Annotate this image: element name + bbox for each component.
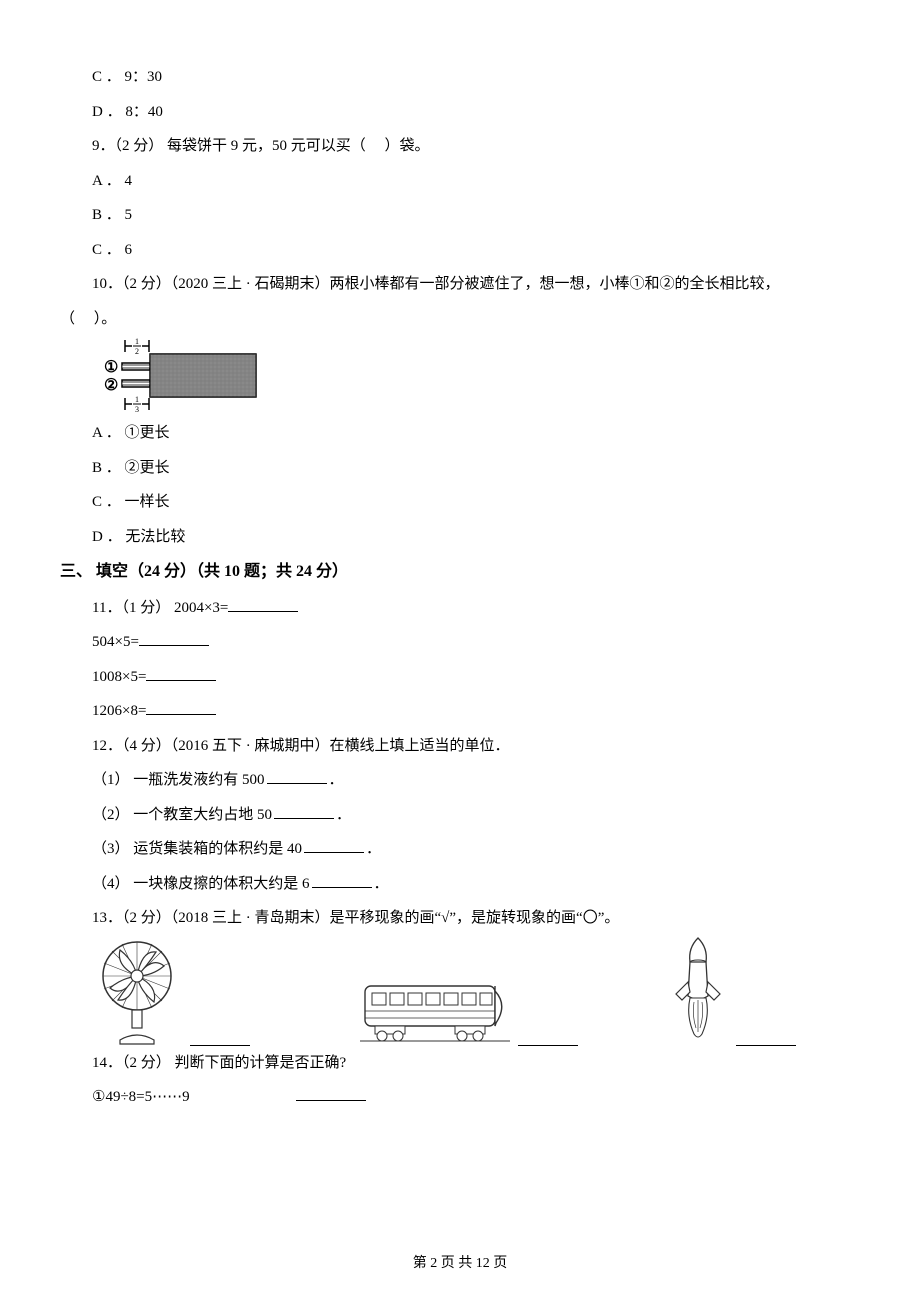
svg-text:3: 3 xyxy=(135,405,139,414)
q10-option-a: A ． ①更长 xyxy=(60,416,850,451)
q9-text: 9．（2 分） 每袋饼干 9 元，50 元可以买（ ）袋。 xyxy=(60,129,850,164)
rocket-icon xyxy=(668,936,728,1046)
fan-icon xyxy=(92,936,182,1046)
q11-blank-3[interactable] xyxy=(146,665,216,681)
q11-blank-1[interactable] xyxy=(228,596,298,612)
svg-text:2: 2 xyxy=(135,347,139,356)
q12-item2: （2） 一个教室大约占地 50 ． xyxy=(60,798,850,833)
q10-option-b: B ． ②更长 xyxy=(60,451,850,486)
q14-blank-1[interactable] xyxy=(296,1085,366,1101)
q12-i1-a: （1） 一瓶洗发液约有 500 xyxy=(92,772,265,788)
q9-option-a: A ． 4 xyxy=(60,164,850,199)
page-number: 第 2 页 共 12 页 xyxy=(0,1248,920,1280)
q11-line1-text: 11．（1 分） 2004×3= xyxy=(92,600,228,616)
q10-figure: 1 2 ① ② 1 3 xyxy=(92,336,850,416)
q10-option-d: D ． 无法比较 xyxy=(60,520,850,555)
q12-i3-a: （3） 运货集装箱的体积约是 40 xyxy=(92,841,302,857)
q12-i4-a: （4） 一块橡皮擦的体积大约是 6 xyxy=(92,876,310,892)
q12-blank-2[interactable] xyxy=(274,803,334,819)
q12-blank-1[interactable] xyxy=(267,768,327,784)
q14-eq: ①49÷8=5⋯⋯9 xyxy=(92,1080,292,1115)
q11-blank-2[interactable] xyxy=(139,630,209,646)
q12-i2-b: ． xyxy=(336,807,351,823)
svg-text:①: ① xyxy=(104,359,118,376)
q12-i2-a: （2） 一个教室大约占地 50 xyxy=(92,807,272,823)
q13-blank-3[interactable] xyxy=(736,1030,796,1046)
q13-blank-1[interactable] xyxy=(190,1030,250,1046)
q11-line2-text: 504×5= xyxy=(92,634,139,650)
q11-line2: 504×5= xyxy=(60,625,850,660)
q13-blank-2[interactable] xyxy=(518,1030,578,1046)
q12-i1-b: ． xyxy=(329,772,344,788)
q10-text-line1: 10．（2 分）（2020 三上 · 石碣期末）两根小棒都有一部分被遮住了，想一… xyxy=(60,267,850,302)
q12-i3-b: ． xyxy=(366,841,381,857)
q-prev-option-c: C ． 9：30 xyxy=(60,60,850,95)
q9-option-b: B ． 5 xyxy=(60,198,850,233)
q12-item4: （4） 一块橡皮擦的体积大约是 6 ． xyxy=(60,867,850,902)
q12-item3: （3） 运货集装箱的体积约是 40 ． xyxy=(60,832,850,867)
train-icon xyxy=(360,971,510,1046)
q11-line1: 11．（1 分） 2004×3= xyxy=(60,591,850,626)
q12-i4-b: ． xyxy=(374,876,389,892)
q12-blank-4[interactable] xyxy=(312,872,372,888)
q12-item1: （1） 一瓶洗发液约有 500 ． xyxy=(60,763,850,798)
q11-line3: 1008×5= xyxy=(60,660,850,695)
q12-header: 12．（4 分）（2016 五下 · 麻城期中）在横线上填上适当的单位． xyxy=(60,729,850,764)
q14-text: 14．（2 分） 判断下面的计算是否正确? xyxy=(60,1046,850,1081)
q10-text-line2: （ ）。 xyxy=(60,302,850,337)
q13-text: 13．（2 分）（2018 三上 · 青岛期末）是平移现象的画“√”，是旋转现象… xyxy=(60,901,850,936)
section-3-heading: 三、 填空（24 分）（共 10 题；共 24 分） xyxy=(60,554,850,591)
q13-image-row xyxy=(92,936,850,1046)
q9-option-c: C ． 6 xyxy=(60,233,850,268)
svg-text:1: 1 xyxy=(135,337,139,346)
q11-line3-text: 1008×5= xyxy=(92,669,146,685)
q10-option-c: C ． 一样长 xyxy=(60,485,850,520)
q14-eq-line: ①49÷8=5⋯⋯9 xyxy=(60,1080,850,1115)
svg-text:1: 1 xyxy=(135,395,139,404)
q-prev-option-d: D ． 8：40 xyxy=(60,95,850,130)
q11-line4-text: 1206×8= xyxy=(92,703,146,719)
q11-blank-4[interactable] xyxy=(146,699,216,715)
q12-blank-3[interactable] xyxy=(304,837,364,853)
svg-text:②: ② xyxy=(104,377,118,394)
q11-line4: 1206×8= xyxy=(60,694,850,729)
